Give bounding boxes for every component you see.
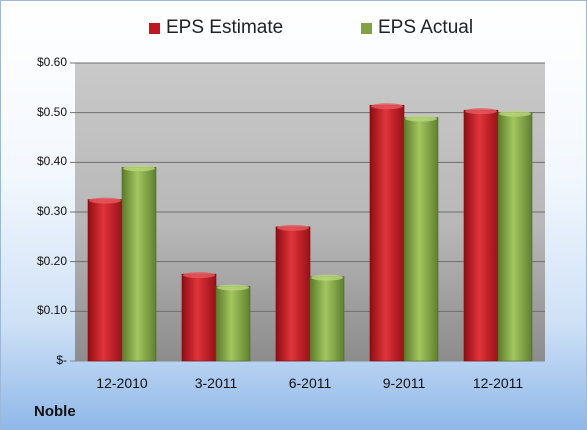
- bar-eps-estimate: [463, 109, 499, 362]
- x-tick-label: 12-2011: [472, 375, 524, 391]
- bar-top-cap: [311, 274, 343, 281]
- x-tick-label: 9-2011: [382, 375, 426, 391]
- bar-top-cap: [499, 110, 531, 117]
- bar-eps-actual: [497, 112, 533, 362]
- bar-eps-actual: [121, 167, 157, 362]
- bar-eps-actual: [215, 286, 251, 362]
- bar-top-cap: [277, 224, 309, 231]
- y-tick-label: $0.10: [36, 303, 67, 318]
- legend-estimate-swatch: [149, 22, 160, 34]
- bar-top-cap: [217, 284, 249, 291]
- bar-eps-estimate: [369, 104, 405, 362]
- y-tick-label: $0.50: [36, 104, 67, 119]
- bar-top-cap: [89, 197, 121, 204]
- bar-top-cap: [465, 108, 497, 115]
- y-tick-label: $-: [56, 353, 67, 367]
- legend-estimate-label: EPS Estimate: [166, 17, 284, 38]
- x-tick-label: 6-2011: [288, 375, 332, 391]
- y-tick-label: $0.40: [36, 154, 67, 169]
- y-tick-label: $0.30: [36, 204, 67, 218]
- bar-top-cap: [183, 272, 215, 279]
- bar-eps-actual: [403, 117, 439, 362]
- bar-top-cap: [371, 103, 403, 110]
- company-name: Noble: [34, 403, 76, 420]
- bar-top-cap: [123, 165, 155, 172]
- bar-eps-actual: [309, 276, 345, 362]
- x-tick-label: 3-2011: [194, 375, 238, 391]
- x-tick-label: 12-2010: [96, 375, 148, 391]
- bar-top-cap: [405, 115, 437, 122]
- legend-actual-swatch: [361, 22, 372, 34]
- legend-actual-label: EPS Actual: [378, 17, 474, 38]
- y-tick-label: $0.60: [36, 55, 67, 69]
- bar-eps-estimate: [181, 273, 217, 362]
- bar-eps-estimate: [87, 199, 123, 362]
- legend-estimate: EPS Estimate: [149, 17, 284, 38]
- bar-eps-estimate: [275, 226, 311, 362]
- y-tick-label: $0.20: [36, 253, 67, 268]
- legend-actual: EPS Actual: [361, 17, 474, 38]
